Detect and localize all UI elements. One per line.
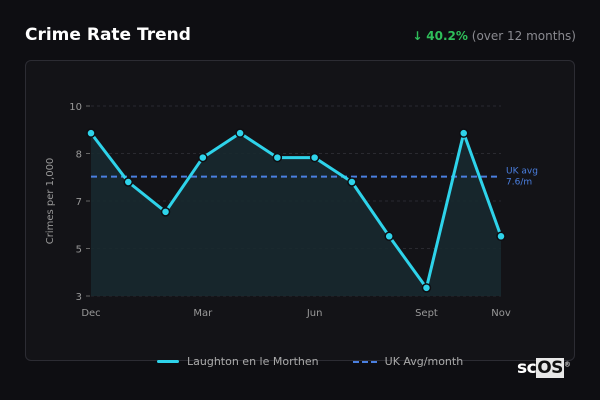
legend-reference-label: UK Avg/month [384, 355, 464, 368]
data-point [384, 231, 394, 242]
down-arrow-icon: ↓ [412, 29, 423, 43]
data-point [123, 177, 134, 187]
data-point [86, 128, 96, 138]
data-point [198, 152, 208, 163]
x-tick-label: Sept [415, 308, 438, 319]
series-line [89, 131, 503, 290]
legend-series-label: Laughton en le Morthen [187, 355, 319, 368]
data-point [421, 283, 432, 293]
data-point [309, 152, 320, 163]
data-point [496, 231, 506, 242]
x-tick-label: Dec [81, 308, 100, 319]
y-tick-label: 10 [69, 102, 82, 113]
data-point [160, 207, 171, 217]
y-tick-label: 8 [76, 150, 82, 161]
uk-average-value: 7.6/m [506, 178, 532, 188]
legend: Laughton en le Morthen UK Avg/month [157, 355, 463, 368]
data-point [235, 128, 245, 138]
data-point [347, 177, 357, 187]
change-period: (over 12 months) [471, 29, 576, 43]
series-area [91, 133, 501, 296]
y-tick-label: 3 [76, 292, 82, 303]
data-point [458, 128, 469, 138]
page-title: Crime Rate Trend [25, 25, 191, 45]
x-tick-label: Mar [193, 308, 213, 319]
y-tick-label: 7 [76, 197, 82, 208]
legend-series-swatch [157, 360, 179, 363]
change-percent: 40.2% [426, 29, 468, 43]
legend-reference-swatch [352, 360, 377, 363]
data-point [272, 152, 283, 163]
x-tick-label: Nov [491, 308, 511, 319]
y-tick-label: 5 [76, 245, 82, 256]
uk-average-label: UK avg [506, 167, 538, 177]
change-indicator: ↓ 40.2% (over 12 months) [412, 29, 576, 43]
x-tick-label: Jun [306, 308, 323, 319]
scos-logo: scOS® [517, 358, 571, 378]
y-axis-label: Crimes per 1,000 [45, 158, 56, 245]
